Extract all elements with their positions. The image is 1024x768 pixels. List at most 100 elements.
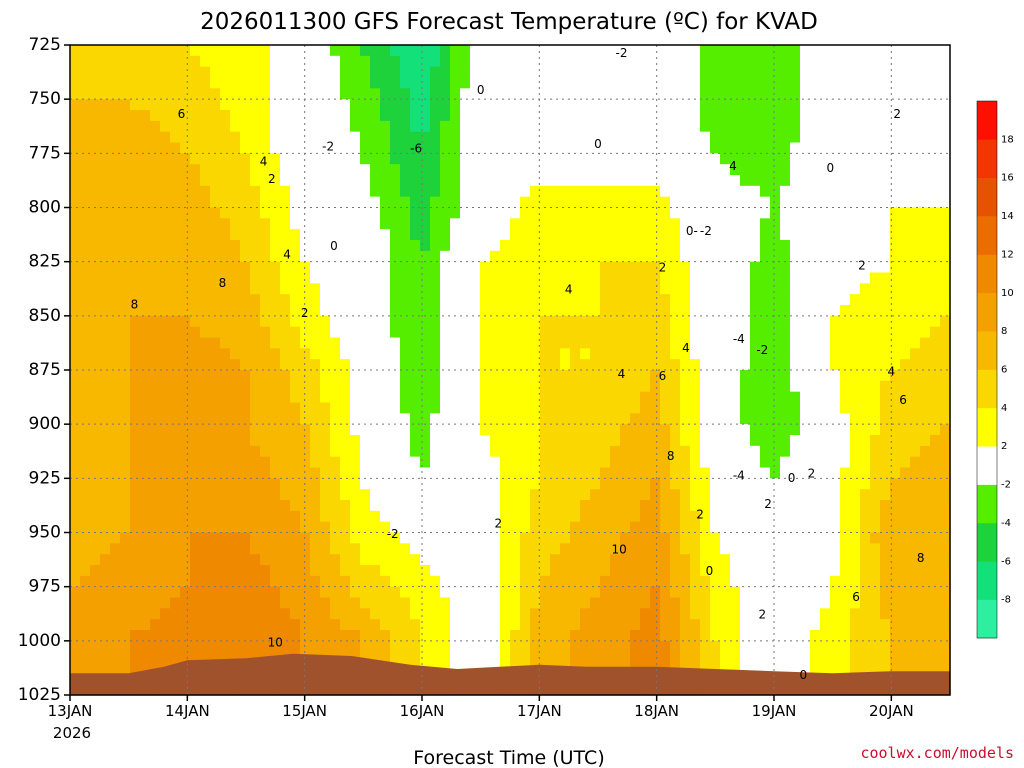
field-cell [520, 445, 531, 458]
field-cell [490, 272, 501, 284]
field-cell [210, 348, 221, 360]
field-cell [160, 218, 171, 230]
field-cell [730, 532, 741, 544]
field-cell [200, 153, 211, 165]
field-cell [820, 175, 831, 187]
field-cell [570, 142, 581, 154]
field-cell [420, 175, 431, 187]
field-cell [850, 185, 861, 198]
field-cell [720, 651, 731, 664]
field-cell [540, 510, 551, 523]
field-cell [760, 305, 771, 317]
field-cell [380, 294, 391, 306]
field-cell [300, 261, 311, 274]
field-cell [420, 272, 431, 284]
field-cell [750, 651, 761, 664]
field-cell [580, 532, 591, 544]
field-cell [530, 196, 541, 209]
field-cell [840, 575, 851, 588]
field-cell [810, 110, 821, 122]
field-cell [840, 608, 851, 620]
field-cell [610, 435, 621, 447]
field-cell [720, 305, 731, 317]
field-cell [560, 315, 571, 328]
field-cell [220, 500, 231, 512]
field-cell [80, 510, 91, 523]
temperature-field [70, 45, 951, 696]
field-cell [170, 478, 181, 490]
field-cell [200, 478, 211, 490]
field-cell [780, 218, 791, 230]
field-cell [230, 153, 241, 165]
field-cell [190, 510, 201, 523]
field-cell [820, 565, 831, 577]
field-cell [840, 218, 851, 230]
field-cell [870, 478, 881, 490]
field-cell [540, 88, 551, 100]
field-cell [70, 370, 81, 382]
field-cell [250, 229, 261, 241]
field-cell [730, 88, 741, 100]
field-cell [470, 651, 481, 664]
field-cell [510, 120, 521, 133]
field-cell [880, 640, 891, 653]
field-cell [270, 510, 281, 523]
field-cell [640, 359, 651, 371]
field-cell [730, 229, 741, 241]
field-cell [220, 597, 231, 609]
field-cell [250, 456, 261, 469]
field-cell [820, 543, 831, 555]
field-cell [440, 478, 451, 490]
field-cell [450, 164, 461, 176]
field-cell [170, 370, 181, 382]
field-cell [830, 250, 841, 263]
field-cell [400, 250, 411, 263]
field-cell [200, 565, 211, 577]
field-cell [520, 131, 531, 144]
field-cell [640, 543, 651, 555]
field-cell [640, 630, 651, 642]
field-cell [580, 99, 591, 111]
field-cell [350, 586, 361, 599]
field-cell [400, 510, 411, 523]
field-cell [860, 456, 871, 469]
field-cell [130, 651, 141, 664]
field-cell [280, 630, 291, 642]
field-cell [320, 283, 331, 295]
field-cell [300, 597, 311, 609]
field-cell [630, 294, 641, 306]
field-cell [200, 532, 211, 544]
field-cell [210, 424, 221, 436]
field-cell [180, 586, 191, 599]
field-cell [190, 305, 201, 317]
field-cell [110, 380, 121, 393]
field-cell [640, 565, 651, 577]
field-cell [150, 348, 161, 360]
field-cell [340, 435, 351, 447]
field-cell [190, 424, 201, 436]
field-cell [460, 88, 471, 100]
field-cell [110, 391, 121, 404]
field-cell [310, 500, 321, 512]
field-cell [480, 348, 491, 360]
field-cell [250, 175, 261, 187]
field-cell [680, 510, 691, 523]
field-cell [890, 554, 901, 566]
field-cell [480, 120, 491, 133]
field-cell [780, 521, 791, 534]
field-cell [580, 337, 591, 349]
field-cell [740, 391, 751, 404]
field-cell [650, 586, 661, 599]
field-cell [660, 120, 671, 133]
field-cell [360, 88, 371, 100]
field-cell [630, 456, 641, 469]
field-cell [870, 337, 881, 349]
field-cell [310, 240, 321, 252]
field-cell [360, 467, 371, 479]
field-cell [90, 489, 101, 501]
field-cell [780, 315, 791, 328]
field-cell [490, 120, 501, 133]
field-cell [750, 640, 761, 653]
field-cell [470, 153, 481, 165]
field-cell [180, 142, 191, 154]
